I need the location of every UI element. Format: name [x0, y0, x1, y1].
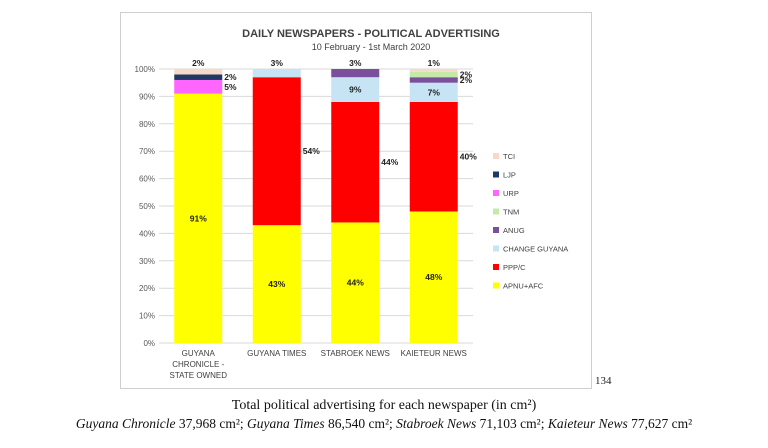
caption-paper-name: Guyana Times [247, 416, 325, 431]
bar-segment [252, 225, 301, 343]
legend-label: PPP/C [503, 263, 526, 272]
legend-swatch [493, 153, 499, 159]
caption-paper-name: Stabroek News [396, 416, 477, 431]
data-label: 54% [303, 146, 320, 156]
data-label: 2% [460, 75, 473, 85]
data-label: 9% [349, 85, 362, 95]
x-tick-label: STATE OWNED [170, 371, 228, 380]
caption-totals: Guyana Chronicle 37,968 cm²; Guyana Time… [0, 416, 768, 432]
chart-subtitle: 10 February - 1st March 2020 [312, 42, 431, 52]
legend-swatch [493, 190, 499, 196]
caption-paper-total: 37,968 cm²; [175, 416, 247, 431]
legend-label: URP [503, 189, 519, 198]
caption-paper-total: 71,103 cm²; [476, 416, 548, 431]
x-tick-label: CHRONICLE - [172, 360, 224, 369]
bar-segment [174, 74, 223, 80]
legend-label: APNU+AFC [503, 282, 544, 291]
data-label: 48% [425, 272, 442, 282]
page-number: 134 [595, 375, 612, 387]
data-label: 2% [224, 72, 237, 82]
y-tick-label: 90% [139, 92, 155, 101]
bar-segment [331, 222, 380, 343]
data-label: 43% [268, 279, 285, 289]
data-label: 44% [381, 157, 398, 167]
x-tick-label: STABROEK NEWS [321, 349, 390, 358]
bar-segment [331, 77, 380, 102]
data-label: 91% [190, 213, 207, 223]
caption-paper-name: Kaieteur News [547, 416, 628, 431]
legend-label: TNM [503, 208, 519, 217]
legend-swatch [493, 264, 499, 270]
data-label: 3% [349, 58, 362, 68]
caption-paper-name: Guyana Chronicle [75, 416, 176, 431]
legend-swatch [493, 282, 499, 289]
data-label: 2% [192, 58, 205, 68]
stacked-bar-chart: DAILY NEWSPAPERS - POLITICAL ADVERTISING… [135, 28, 569, 380]
y-tick-label: 30% [139, 257, 155, 266]
y-tick-label: 40% [139, 229, 155, 238]
bar-segment [409, 69, 458, 72]
legend-swatch [493, 245, 499, 252]
legend-swatch [493, 227, 499, 233]
legend-label: TCI [503, 152, 515, 161]
legend-label: CHANGE GUYANA [503, 245, 568, 254]
legend-swatch [493, 171, 499, 178]
y-tick-label: 50% [139, 202, 155, 211]
bar-segment [252, 69, 301, 78]
bar-segment [409, 211, 458, 343]
y-tick-label: 100% [135, 65, 155, 74]
data-label: 2% [460, 69, 473, 79]
y-tick-label: 80% [139, 120, 155, 129]
data-label: 3% [271, 58, 284, 68]
bar-segment [174, 69, 223, 75]
y-tick-label: 20% [139, 284, 155, 293]
bar-segment [331, 101, 380, 223]
x-tick-label: GUYANA [182, 349, 216, 358]
chart-frame: DAILY NEWSPAPERS - POLITICAL ADVERTISING… [120, 12, 592, 389]
bar-segment [252, 77, 301, 226]
data-label: 44% [347, 278, 364, 288]
data-label: 7% [428, 87, 441, 97]
y-tick-label: 0% [143, 339, 155, 348]
bar-segment [174, 79, 223, 94]
bar-segment [409, 77, 458, 83]
y-tick-label: 10% [139, 312, 155, 321]
legend-label: ANUG [503, 226, 525, 235]
data-label: 40% [460, 152, 477, 162]
bar-segment [409, 82, 458, 102]
x-tick-label: KAIETEUR NEWS [401, 349, 467, 358]
legend-label: LJP [503, 171, 516, 180]
caption-title: Total political advertising for each new… [231, 398, 537, 413]
y-tick-label: 70% [139, 147, 155, 156]
bar-segment [409, 101, 458, 212]
y-tick-label: 60% [139, 175, 155, 184]
bar-segment [174, 93, 223, 343]
data-label: 1% [428, 58, 441, 68]
bar-segment [331, 69, 380, 78]
x-tick-label: GUYANA TIMES [247, 349, 306, 358]
bar-segment [409, 71, 458, 78]
legend-swatch [493, 208, 499, 215]
data-label: 5% [224, 82, 237, 92]
chart-title: DAILY NEWSPAPERS - POLITICAL ADVERTISING [242, 28, 500, 40]
caption-paper-total: 86,540 cm²; [324, 416, 397, 431]
caption-paper-total: 77,627 cm² [627, 416, 693, 431]
